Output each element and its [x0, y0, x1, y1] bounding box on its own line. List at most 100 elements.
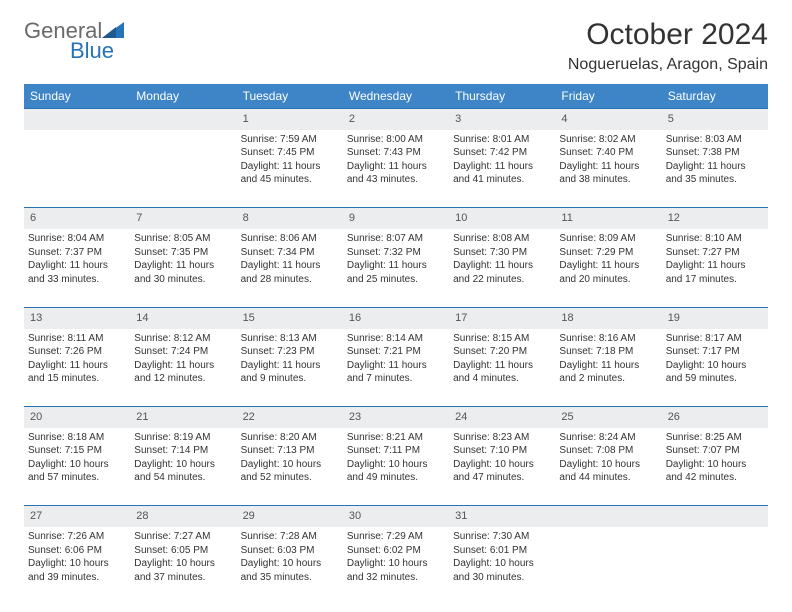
- day-line: and 17 minutes.: [666, 273, 764, 287]
- day-line: Sunset: 7:34 PM: [241, 246, 339, 260]
- day-line: Sunset: 7:43 PM: [347, 146, 445, 160]
- day-line: and 9 minutes.: [241, 372, 339, 386]
- day-line: and 20 minutes.: [559, 273, 657, 287]
- day-cell: [24, 130, 130, 208]
- day-line: Daylight: 11 hours: [666, 259, 764, 273]
- day-number: 23: [343, 407, 449, 428]
- day-line: and 30 minutes.: [134, 273, 232, 287]
- day-line: Daylight: 10 hours: [28, 458, 126, 472]
- day-number: 27: [24, 506, 130, 527]
- day-number: 8: [237, 208, 343, 229]
- day-line: Daylight: 11 hours: [347, 359, 445, 373]
- day-header: Wednesday: [343, 84, 449, 109]
- day-cell: [555, 527, 661, 605]
- day-line: Sunrise: 8:17 AM: [666, 332, 764, 346]
- location: Nogueruelas, Aragon, Spain: [568, 56, 768, 74]
- day-header: Tuesday: [237, 84, 343, 109]
- day-line: Sunset: 7:32 PM: [347, 246, 445, 260]
- day-line: and 32 minutes.: [347, 571, 445, 585]
- day-number: 21: [130, 407, 236, 428]
- day-line: Sunset: 7:40 PM: [559, 146, 657, 160]
- day-number: [130, 109, 236, 130]
- day-line: and 39 minutes.: [28, 571, 126, 585]
- day-cell: Sunrise: 8:00 AMSunset: 7:43 PMDaylight:…: [343, 130, 449, 208]
- day-number: 7: [130, 208, 236, 229]
- day-line: Sunrise: 8:04 AM: [28, 232, 126, 246]
- day-cell: [662, 527, 768, 605]
- day-header: Saturday: [662, 84, 768, 109]
- day-line: Sunset: 7:23 PM: [241, 345, 339, 359]
- day-number: 10: [449, 208, 555, 229]
- day-number-row: 12345: [24, 109, 768, 130]
- day-line: Sunrise: 8:25 AM: [666, 431, 764, 445]
- day-line: Daylight: 11 hours: [347, 160, 445, 174]
- day-number: 28: [130, 506, 236, 527]
- day-line: and 59 minutes.: [666, 372, 764, 386]
- day-content-row: Sunrise: 7:26 AMSunset: 6:06 PMDaylight:…: [24, 527, 768, 605]
- day-line: Daylight: 11 hours: [453, 160, 551, 174]
- day-line: Sunrise: 8:00 AM: [347, 133, 445, 147]
- day-line: and 52 minutes.: [241, 471, 339, 485]
- day-line: and 22 minutes.: [453, 273, 551, 287]
- day-line: and 41 minutes.: [453, 173, 551, 187]
- logo: General Blue: [24, 18, 134, 62]
- day-line: Sunrise: 8:13 AM: [241, 332, 339, 346]
- day-number: 16: [343, 307, 449, 328]
- title-block: October 2024 Nogueruelas, Aragon, Spain: [568, 18, 768, 74]
- day-line: Sunset: 7:21 PM: [347, 345, 445, 359]
- day-line: Daylight: 10 hours: [453, 557, 551, 571]
- day-line: Sunrise: 8:10 AM: [666, 232, 764, 246]
- day-line: Sunrise: 8:24 AM: [559, 431, 657, 445]
- day-line: Daylight: 10 hours: [241, 557, 339, 571]
- day-line: Daylight: 11 hours: [559, 359, 657, 373]
- day-line: and 45 minutes.: [241, 173, 339, 187]
- day-line: and 30 minutes.: [453, 571, 551, 585]
- day-line: Daylight: 11 hours: [28, 359, 126, 373]
- day-number: 9: [343, 208, 449, 229]
- day-cell: Sunrise: 7:27 AMSunset: 6:05 PMDaylight:…: [130, 527, 236, 605]
- day-number: 17: [449, 307, 555, 328]
- day-line: Daylight: 11 hours: [666, 160, 764, 174]
- day-line: Daylight: 11 hours: [453, 259, 551, 273]
- day-number: 4: [555, 109, 661, 130]
- day-line: Sunset: 6:05 PM: [134, 544, 232, 558]
- day-header: Friday: [555, 84, 661, 109]
- day-line: Daylight: 11 hours: [453, 359, 551, 373]
- day-line: Sunrise: 7:59 AM: [241, 133, 339, 147]
- day-line: and 15 minutes.: [28, 372, 126, 386]
- day-line: Sunrise: 8:11 AM: [28, 332, 126, 346]
- day-line: Daylight: 11 hours: [134, 359, 232, 373]
- day-cell: Sunrise: 8:24 AMSunset: 7:08 PMDaylight:…: [555, 428, 661, 506]
- day-cell: Sunrise: 7:28 AMSunset: 6:03 PMDaylight:…: [237, 527, 343, 605]
- day-line: Sunset: 7:24 PM: [134, 345, 232, 359]
- day-line: and 54 minutes.: [134, 471, 232, 485]
- day-line: and 33 minutes.: [28, 273, 126, 287]
- day-cell: [130, 130, 236, 208]
- day-line: Daylight: 11 hours: [241, 359, 339, 373]
- logo-text-blue: Blue: [70, 38, 114, 64]
- day-line: and 4 minutes.: [453, 372, 551, 386]
- day-cell: Sunrise: 8:19 AMSunset: 7:14 PMDaylight:…: [130, 428, 236, 506]
- day-line: Sunrise: 8:14 AM: [347, 332, 445, 346]
- day-number: 29: [237, 506, 343, 527]
- day-line: Sunrise: 8:05 AM: [134, 232, 232, 246]
- day-line: and 12 minutes.: [134, 372, 232, 386]
- day-line: Daylight: 11 hours: [559, 160, 657, 174]
- day-cell: Sunrise: 8:23 AMSunset: 7:10 PMDaylight:…: [449, 428, 555, 506]
- day-cell: Sunrise: 8:15 AMSunset: 7:20 PMDaylight:…: [449, 329, 555, 407]
- day-line: Sunrise: 7:28 AM: [241, 530, 339, 544]
- day-number-row: 2728293031: [24, 506, 768, 527]
- calendar-table: SundayMondayTuesdayWednesdayThursdayFrid…: [24, 84, 768, 605]
- day-line: Sunset: 7:37 PM: [28, 246, 126, 260]
- day-cell: Sunrise: 8:02 AMSunset: 7:40 PMDaylight:…: [555, 130, 661, 208]
- day-cell: Sunrise: 8:03 AMSunset: 7:38 PMDaylight:…: [662, 130, 768, 208]
- day-line: Sunset: 7:45 PM: [241, 146, 339, 160]
- day-number: 26: [662, 407, 768, 428]
- day-line: Sunrise: 8:01 AM: [453, 133, 551, 147]
- day-line: Daylight: 11 hours: [559, 259, 657, 273]
- day-line: Sunset: 7:17 PM: [666, 345, 764, 359]
- day-cell: Sunrise: 7:30 AMSunset: 6:01 PMDaylight:…: [449, 527, 555, 605]
- day-number-row: 13141516171819: [24, 307, 768, 328]
- day-cell: Sunrise: 8:20 AMSunset: 7:13 PMDaylight:…: [237, 428, 343, 506]
- day-number: [24, 109, 130, 130]
